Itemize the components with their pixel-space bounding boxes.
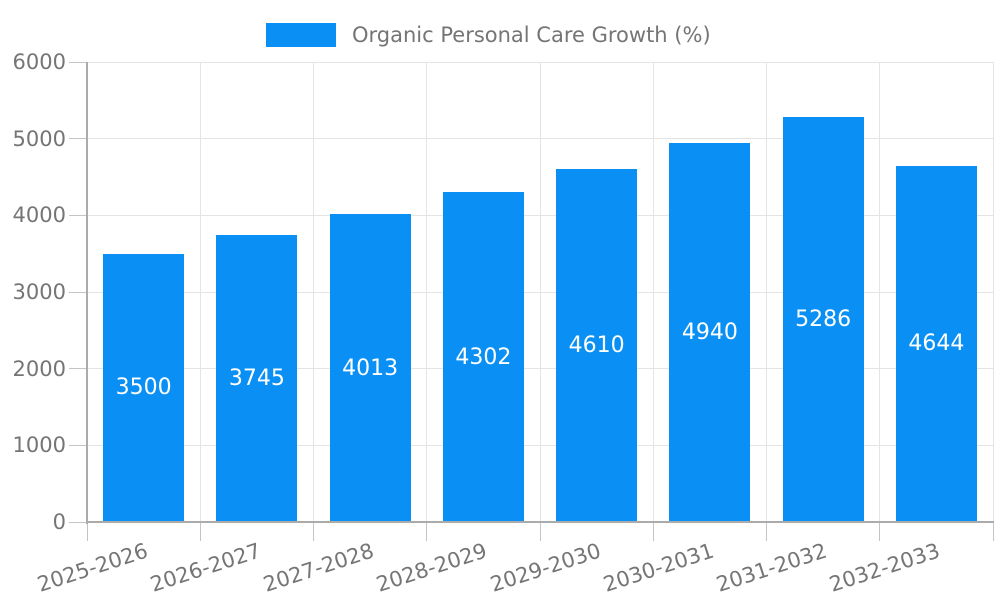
bar-value-label: 3500 [115,375,172,401]
x-tick-mark [992,523,994,541]
x-tick-label: 2028-2029 [373,538,491,597]
x-tick-label: 2030-2031 [600,538,717,597]
x-tick-mark [86,523,88,541]
y-axis-line [86,62,88,524]
gridline-v [539,62,541,522]
x-tick-mark [426,523,428,541]
bar: 4644 [895,165,977,522]
gridline-v [313,62,314,522]
x-tick-label: 2032-2033 [826,538,944,597]
y-tick-mark [69,444,87,446]
legend-swatch [266,23,336,47]
x-tick-label: 2027-2028 [260,538,377,597]
y-tick-mark [69,61,87,63]
gridline-v [766,62,767,522]
y-tick-label: 4000 [12,203,66,228]
x-tick-mark [766,523,767,541]
legend: Organic Personal Care Growth (%) [266,22,711,48]
bar-value-label: 4302 [455,344,512,370]
bar-value-label: 5286 [795,306,852,332]
y-tick-mark [69,138,87,140]
x-tick-mark [652,523,654,541]
bar: 3500 [103,253,185,522]
gridline-v [652,62,654,522]
gridline-v [199,62,201,522]
bar: 4610 [556,168,638,522]
x-axis-line [86,521,994,523]
bar: 5286 [782,116,864,522]
gridline-v [879,62,881,522]
bar-value-label: 4644 [908,331,965,357]
bar: 4013 [329,214,411,522]
bar-value-label: 3745 [228,365,285,391]
legend-label: Organic Personal Care Growth (%) [352,23,711,47]
y-tick-label: 6000 [12,50,66,74]
y-tick-mark [69,214,87,216]
x-tick-mark [313,523,314,541]
x-tick-label: 2031-2032 [713,538,830,597]
y-tick-label: 5000 [12,126,66,151]
bar-value-label: 4610 [568,332,625,358]
y-tick-label: 3000 [12,280,66,304]
x-tick-mark [199,523,201,541]
x-tick-label: 2026-2027 [147,538,264,597]
y-tick-mark [69,291,87,293]
x-tick-label: 2029-2030 [487,538,604,597]
x-tick-mark [539,523,541,541]
x-tick-mark [879,523,881,541]
gridline-v [426,62,428,522]
bar-value-label: 4940 [681,320,738,346]
gridline-v [992,62,994,522]
bar: 4940 [669,143,751,522]
x-tick-label: 2025-2026 [34,538,151,597]
y-tick-label: 1000 [12,433,66,458]
y-tick-mark [69,521,87,523]
y-tick-label: 0 [52,510,66,534]
bar: 3745 [216,234,298,522]
y-tick-mark [69,368,87,370]
bar: 4302 [442,192,524,522]
y-tick-label: 2000 [12,356,66,381]
bar-value-label: 4013 [342,355,399,381]
